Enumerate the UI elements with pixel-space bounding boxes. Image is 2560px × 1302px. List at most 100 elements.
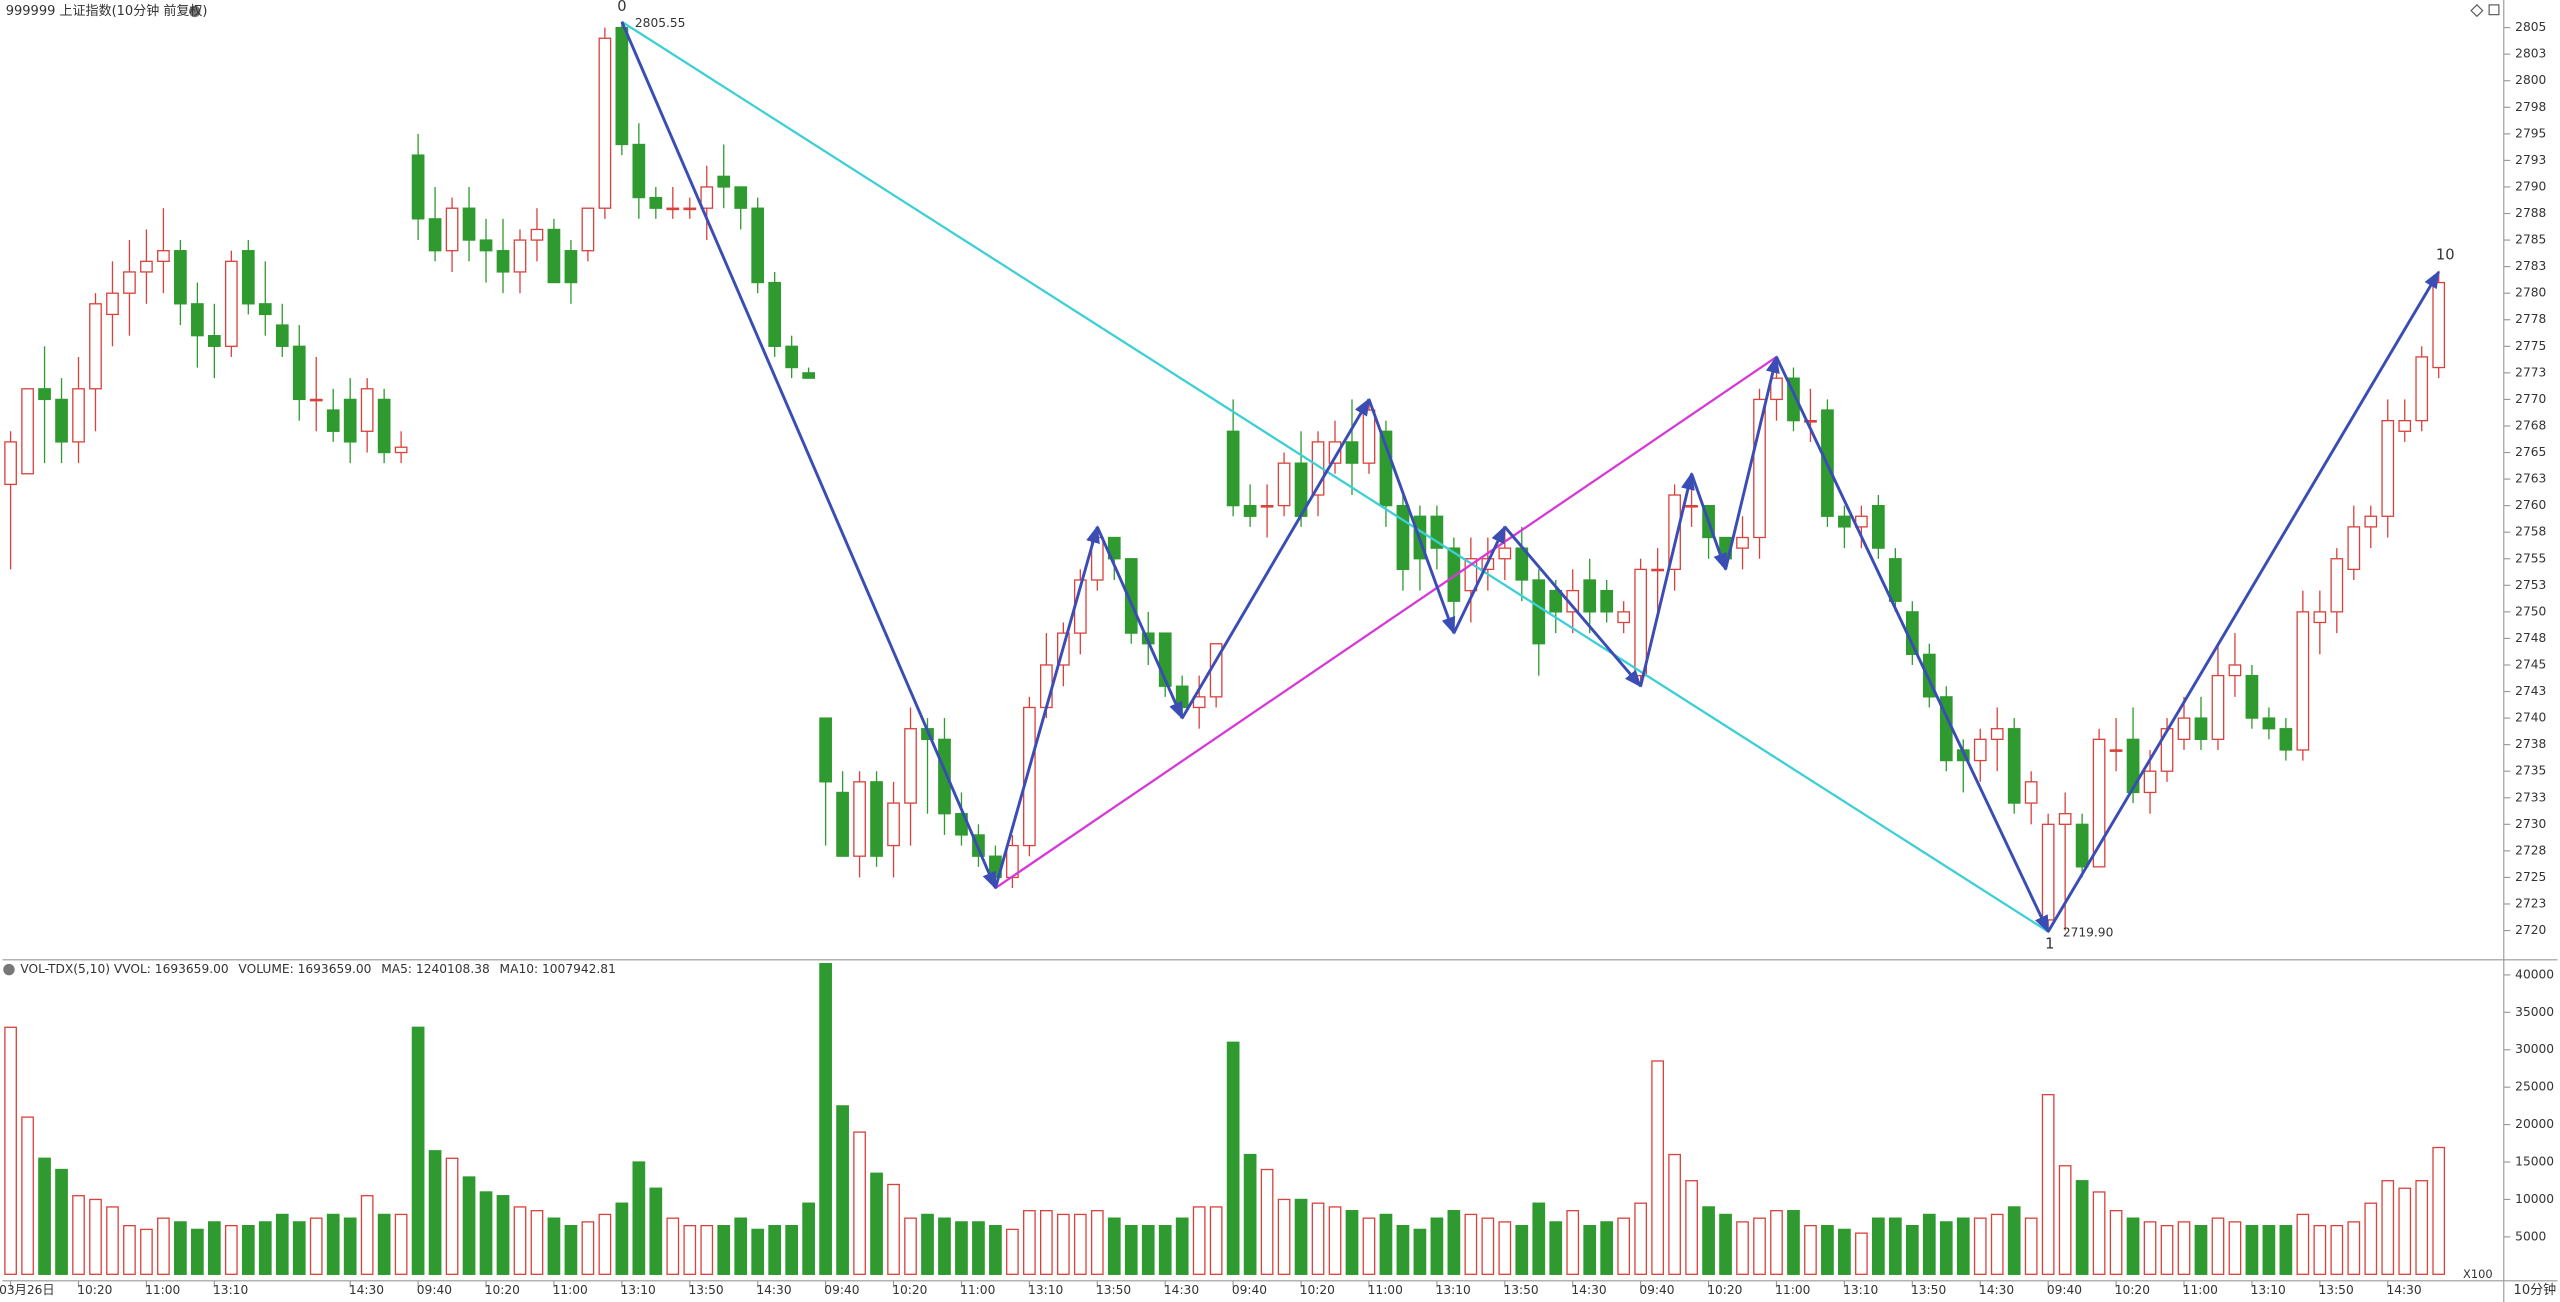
candle-body (479, 239, 493, 252)
candle-body (174, 250, 187, 305)
candle-body (1922, 653, 1936, 698)
y-tick-label: 2720 (2515, 923, 2546, 937)
volume-bar (2364, 1202, 2378, 1275)
candle-body (2143, 770, 2157, 794)
volume-tick-label: 40000 (2515, 967, 2554, 981)
candle-body (1804, 420, 1817, 423)
candle-body (1838, 515, 1851, 528)
menu-icon[interactable] (189, 5, 201, 18)
volume-bar (1073, 1213, 1087, 1275)
volume-bar (2058, 1165, 2072, 1275)
candle-body (2194, 717, 2208, 740)
candle-body (1753, 398, 1766, 539)
y-tick-label: 2763 (2515, 472, 2546, 486)
x-tick-label: 09:40 (1232, 1283, 1267, 1297)
volume-bar (258, 1221, 272, 1275)
toolbar-icon[interactable] (2488, 4, 2500, 16)
candle-body (55, 398, 68, 443)
volume-bar (1549, 1221, 1563, 1275)
volume-bar (870, 1172, 883, 1275)
indicator-icon[interactable] (3, 963, 15, 976)
candle-body (598, 37, 612, 209)
candle-body (1464, 558, 1478, 592)
x-tick-label: 14:30 (756, 1283, 791, 1297)
candle-body (1651, 568, 1664, 572)
volume-bar (683, 1224, 697, 1275)
volume-bar (2024, 1217, 2038, 1275)
volume-bar (836, 1105, 849, 1275)
toolbar-icon[interactable] (2470, 4, 2484, 18)
volume-bar (1566, 1210, 1580, 1275)
x-tick-label: 13:10 (1436, 1283, 1471, 1297)
y-tick-label: 2798 (2515, 100, 2546, 114)
volume-bar (819, 963, 832, 1275)
candle-body (1583, 579, 1597, 613)
candle-body (2126, 738, 2140, 794)
volume-bar (1600, 1221, 1614, 1275)
volume-bar (1787, 1210, 1800, 1275)
candle-body (1668, 494, 1681, 571)
volume-bar (1209, 1206, 1223, 1275)
y-tick-label: 2768 (2515, 418, 2546, 432)
candle-body (38, 388, 51, 401)
volume-bar (1990, 1213, 2004, 1275)
candle-body (1685, 504, 1698, 508)
volume-bar (1311, 1202, 1325, 1275)
volume-bar (2296, 1213, 2310, 1275)
trend-line (621, 20, 2049, 933)
y-tick-label: 2735 (2515, 764, 2546, 778)
candle-body (1362, 409, 1376, 464)
candle-body (462, 207, 476, 241)
candle-body (1532, 579, 1546, 645)
wave-line (1367, 398, 1456, 635)
wave-line (1095, 526, 1184, 720)
candle-body (1124, 558, 1138, 634)
volume-bar (445, 1157, 459, 1275)
candle-body (938, 738, 951, 815)
volume-bar (2075, 1180, 2089, 1275)
volume-bar (411, 1026, 425, 1275)
volume-bar (21, 1116, 34, 1275)
volume-bar (1804, 1224, 1817, 1275)
candle-body (2347, 526, 2361, 571)
volume-bar (1277, 1198, 1291, 1275)
volume-bar (2041, 1094, 2055, 1275)
volume-bar (581, 1221, 595, 1275)
candle-body (258, 303, 272, 316)
volume-bar (479, 1191, 493, 1275)
volume-bar (649, 1187, 663, 1275)
candle-body (1107, 536, 1121, 560)
volume-bar (89, 1198, 102, 1275)
x-tick-label: 09:40 (1639, 1283, 1674, 1297)
candle-body (1396, 504, 1410, 571)
volume-tick-label: 30000 (2515, 1042, 2554, 1056)
volume-bar (1651, 1060, 1664, 1275)
candle-body (2211, 674, 2225, 740)
x-tick-label: 13:50 (688, 1283, 723, 1297)
y-tick-label: 2748 (2515, 631, 2546, 645)
candle-body (802, 372, 815, 379)
price-label: 2805.55 (635, 16, 686, 30)
volume-tick-label: 5000 (2515, 1229, 2546, 1243)
volume-bar (462, 1176, 476, 1275)
volume-bar (1532, 1202, 1546, 1275)
volume-bar (530, 1210, 544, 1275)
y-tick-label: 2765 (2515, 445, 2546, 459)
wave-line (620, 21, 997, 890)
x-tick-label: 14:30 (1164, 1283, 1199, 1297)
volume-bar (1634, 1202, 1648, 1275)
volume-bar (1753, 1217, 1766, 1275)
wave-line (1724, 355, 1780, 570)
volume-bar (2092, 1191, 2106, 1275)
y-tick-label: 2780 (2515, 286, 2546, 300)
candle-body (1549, 589, 1563, 613)
candle-body (309, 398, 323, 402)
volume-bar (955, 1221, 968, 1275)
x-tick-label: 10:20 (485, 1283, 520, 1297)
candle-body (106, 292, 119, 316)
volume-bar (989, 1224, 1002, 1275)
volume-bar (1719, 1213, 1732, 1275)
y-tick-label: 2783 (2515, 259, 2546, 273)
volume-bar (1328, 1206, 1342, 1275)
candle-body (394, 446, 408, 454)
